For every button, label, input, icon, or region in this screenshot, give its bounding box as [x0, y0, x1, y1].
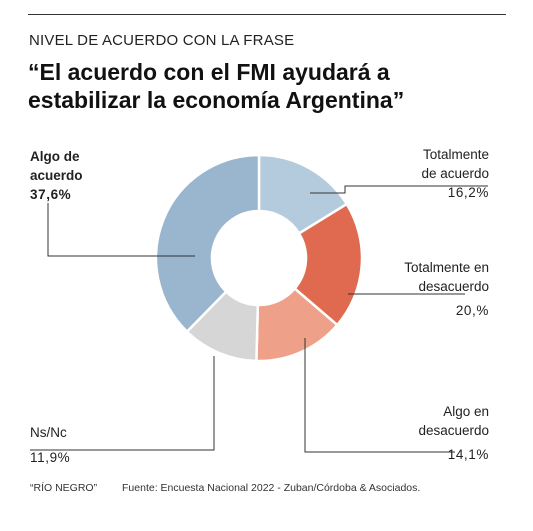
label-totalmente-de-acuerdo: Totalmente de acuerdo 16,2% — [421, 145, 489, 202]
slice-value: 20,% — [455, 303, 489, 318]
slice-label: Algo de — [30, 149, 80, 164]
leader-line-algo-en-desacuerdo — [304, 338, 455, 453]
slice-label: Ns/Nc — [30, 425, 67, 440]
slice-label: Totalmente — [422, 147, 489, 162]
leader-line-totalmente-de-acuerdo — [310, 185, 488, 194]
leader-line-algo-de-acuerdo — [47, 203, 195, 257]
slice-value: 11,9% — [30, 450, 71, 465]
label-totalmente-en-desacuerdo: Totalmente en desacuerdo 20,% — [404, 258, 489, 320]
label-ns-nc: Ns/Nc 11,9% — [30, 423, 70, 467]
slice-label: Totalmente en — [404, 260, 489, 275]
top-rule — [28, 14, 506, 15]
slice-label: acuerdo — [30, 168, 83, 183]
slice-value: 14,1% — [447, 447, 489, 462]
chart-kicker: NIVEL DE ACUERDO CON LA FRASE — [29, 32, 295, 49]
chart-title-line-1: “El acuerdo con el FMI ayudará a — [28, 59, 390, 85]
leader-lines — [30, 185, 488, 453]
slice-value: 16,2% — [447, 185, 489, 200]
footer: “RÍO NEGRO” Fuente: Encuesta Nacional 20… — [30, 482, 420, 494]
label-algo-en-desacuerdo: Algo en desacuerdo 14,1% — [418, 402, 489, 464]
label-algo-de-acuerdo: Algo de acuerdo 37,6% — [30, 147, 83, 204]
footer-credit: “RÍO NEGRO” — [30, 482, 98, 494]
donut-slices — [154, 153, 364, 363]
donut-slice — [154, 153, 261, 334]
slice-label: desacuerdo — [418, 279, 489, 294]
slice-label: de acuerdo — [421, 166, 489, 181]
slice-label: Algo en — [443, 404, 489, 419]
leader-line-ns-nc — [30, 356, 215, 451]
footer-source: Fuente: Encuesta Nacional 2022 - Zuban/C… — [122, 482, 421, 494]
donut-slice — [292, 202, 364, 327]
slice-value: 37,6% — [30, 187, 72, 202]
chart-title-line-2: estabilizar la economía Argentina” — [28, 87, 405, 113]
slice-label: desacuerdo — [418, 423, 489, 438]
chart-title: “El acuerdo con el FMI ayudará a estabil… — [28, 58, 508, 114]
